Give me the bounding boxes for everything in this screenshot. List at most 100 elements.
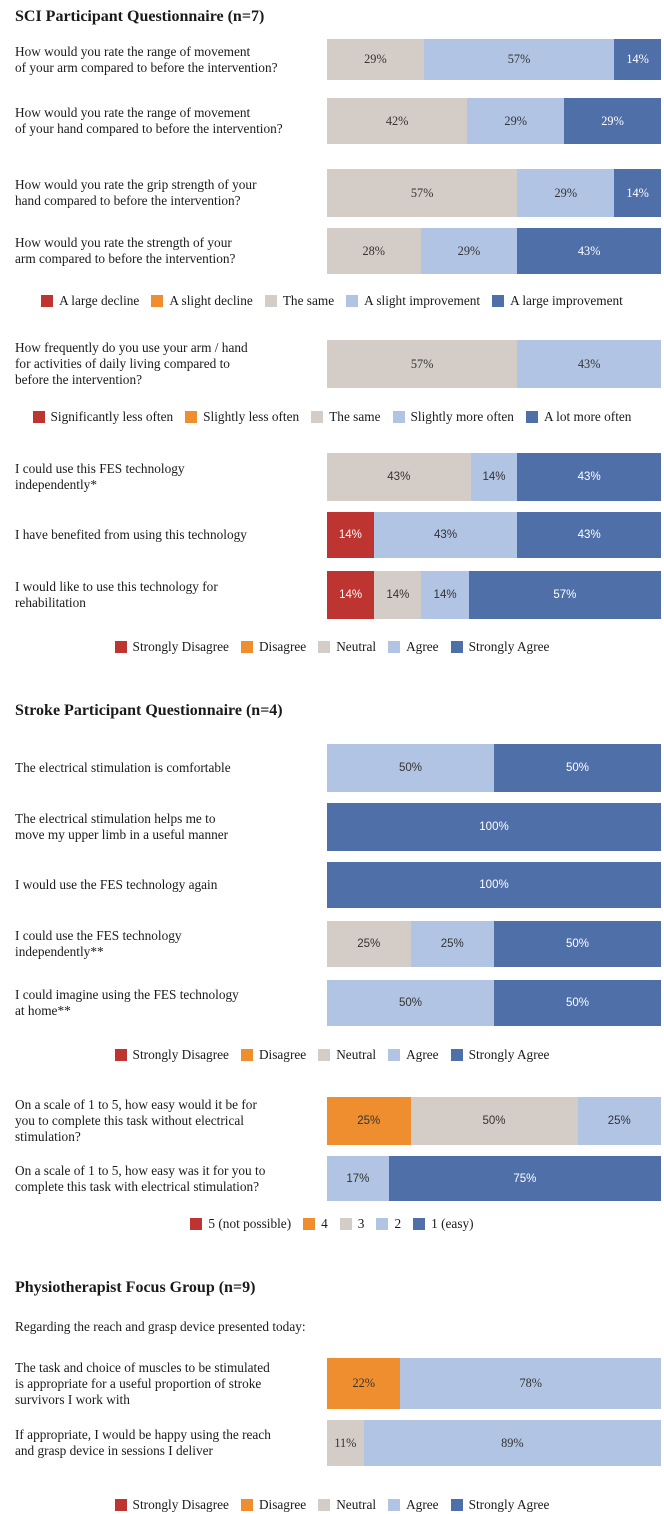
legend-swatch bbox=[190, 1218, 203, 1230]
question-text: How would you rate the range of movement… bbox=[15, 43, 278, 75]
legend-swatch bbox=[388, 1049, 401, 1061]
bar-segment: 57% bbox=[327, 340, 518, 388]
stacked-bar: 100% bbox=[327, 862, 661, 908]
data-label: 57% bbox=[507, 52, 531, 66]
chart-legend: 5 (not possible) 4 3 2 1 (easy) bbox=[0, 1215, 664, 1233]
legend-item: Significantly less often bbox=[32, 409, 173, 425]
bar-segment: 100% bbox=[327, 862, 661, 908]
legend-item: 4 bbox=[303, 1216, 328, 1232]
legend-swatch bbox=[392, 411, 405, 423]
legend-label: 5 (not possible) bbox=[208, 1216, 292, 1231]
legend-swatch bbox=[264, 295, 277, 307]
legend-swatch bbox=[114, 1049, 127, 1061]
data-label: 43% bbox=[577, 471, 601, 483]
legend-item: A lot more often bbox=[525, 409, 631, 425]
bar-segment: 28% bbox=[327, 228, 421, 274]
legend-item: A slight improvement bbox=[346, 293, 480, 309]
stacked-bar: 42% 29% 29% bbox=[327, 98, 661, 144]
legend-swatch bbox=[346, 295, 359, 307]
bar-segment: 57% bbox=[423, 39, 615, 80]
bar-segment: 14% bbox=[374, 571, 422, 619]
data-label: 50% bbox=[565, 762, 590, 774]
legend-item: Neutral bbox=[318, 1497, 376, 1513]
data-label: 28% bbox=[362, 243, 386, 258]
data-label: 14% bbox=[626, 185, 649, 200]
legend-swatch bbox=[339, 1218, 352, 1230]
stacked-bar: 50% 50% bbox=[327, 980, 661, 1026]
question-text: If appropriate, I would be happy using t… bbox=[15, 1427, 271, 1458]
bar-segment: 29% bbox=[420, 228, 518, 274]
chart-legend: Strongly Disagree Disagree Neutral Agree Str… bbox=[0, 1496, 664, 1514]
chart-legend: Strongly Disagree Disagree Neutral Agree Str… bbox=[0, 1046, 664, 1064]
legend-item: Slightly less often bbox=[185, 409, 299, 425]
legend-item: Strongly Agree bbox=[450, 1047, 549, 1063]
question-text: On a scale of 1 to 5, how easy was it fo… bbox=[15, 1162, 266, 1194]
data-label: 29% bbox=[554, 185, 578, 200]
stacked-bar: 25% 25% 50% bbox=[327, 921, 661, 967]
legend-item: Strongly Disagree bbox=[114, 1047, 229, 1063]
data-label: 50% bbox=[398, 762, 423, 774]
bar-segment: 25% bbox=[410, 921, 494, 967]
legend-swatch bbox=[114, 1499, 127, 1511]
legend-swatch bbox=[413, 1218, 426, 1230]
question-text: How would you rate the range of movement… bbox=[15, 105, 283, 136]
data-label: 43% bbox=[434, 529, 458, 541]
bar-segment: 14% bbox=[327, 571, 375, 619]
legend-item: A large decline bbox=[41, 293, 139, 309]
stacked-bar: 43% 14% 43% bbox=[327, 453, 661, 501]
legend-label: Disagree bbox=[258, 1497, 307, 1512]
bar-segment: 50% bbox=[410, 1097, 578, 1145]
question-text: How would you rate the grip strength of … bbox=[15, 177, 257, 208]
legend-swatch bbox=[311, 411, 324, 423]
bar-segment: 29% bbox=[517, 169, 615, 217]
legend-label: Agree bbox=[406, 639, 439, 654]
bar-segment: 78% bbox=[400, 1358, 661, 1409]
data-label: 17% bbox=[346, 1172, 370, 1185]
legend-swatch bbox=[151, 295, 164, 307]
data-label: 75% bbox=[513, 1172, 537, 1185]
stacked-bar: 14% 14% 14% 57% bbox=[327, 571, 661, 619]
question-text: On a scale of 1 to 5, how easy would it … bbox=[15, 1097, 257, 1144]
legend-swatch bbox=[240, 1049, 253, 1061]
bar-segment: 14% bbox=[470, 453, 518, 501]
bar-segment: 57% bbox=[468, 571, 661, 619]
legend-item: Agree bbox=[388, 1497, 439, 1513]
bar-segment: 100% bbox=[327, 803, 661, 851]
question-text: How frequently do you use your arm / han… bbox=[15, 340, 248, 387]
data-label: 14% bbox=[626, 52, 649, 66]
legend-item: Agree bbox=[388, 639, 439, 655]
question-text: I would use the FES technology again bbox=[15, 877, 218, 892]
data-label: 14% bbox=[482, 471, 506, 483]
legend-swatch bbox=[303, 1218, 316, 1230]
stacked-bar: 50% 50% bbox=[327, 744, 661, 792]
legend-swatch bbox=[450, 641, 463, 653]
data-label: 14% bbox=[386, 589, 410, 601]
stacked-bar: 14% 43% 43% bbox=[327, 512, 661, 558]
data-label: 57% bbox=[410, 185, 434, 200]
data-label: 57% bbox=[553, 589, 577, 601]
legend-label: A large improvement bbox=[510, 293, 623, 308]
data-label: 57% bbox=[410, 356, 434, 371]
legend-swatch bbox=[240, 641, 253, 653]
legend-label: Neutral bbox=[336, 1497, 377, 1512]
legend-label: Agree bbox=[406, 1497, 439, 1512]
stacked-bar: 100% bbox=[327, 803, 661, 851]
legend-label: 2 bbox=[394, 1216, 402, 1231]
chart-legend: Significantly less often Slightly less of… bbox=[0, 408, 664, 426]
legend-label: Agree bbox=[406, 1047, 439, 1062]
legend-label: Neutral bbox=[336, 639, 377, 654]
question-text: I could use the FES technology independe… bbox=[15, 928, 182, 959]
data-label: 14% bbox=[433, 589, 457, 601]
legend-item: 1 (easy) bbox=[413, 1216, 474, 1232]
legend-item: 3 bbox=[339, 1216, 364, 1232]
data-label: 100% bbox=[479, 821, 509, 833]
legend-swatch bbox=[41, 295, 54, 307]
data-label: 50% bbox=[565, 997, 590, 1009]
legend-swatch bbox=[318, 1499, 331, 1511]
stacked-bar: 57% 43% bbox=[327, 340, 661, 388]
stacked-bar: 29% 57% 14% bbox=[327, 39, 661, 80]
bar-segment: 42% bbox=[327, 98, 468, 144]
bar-segment: 25% bbox=[577, 1097, 661, 1145]
bar-segment: 14% bbox=[614, 169, 661, 217]
stacked-bar: 11% 89% bbox=[327, 1420, 661, 1466]
